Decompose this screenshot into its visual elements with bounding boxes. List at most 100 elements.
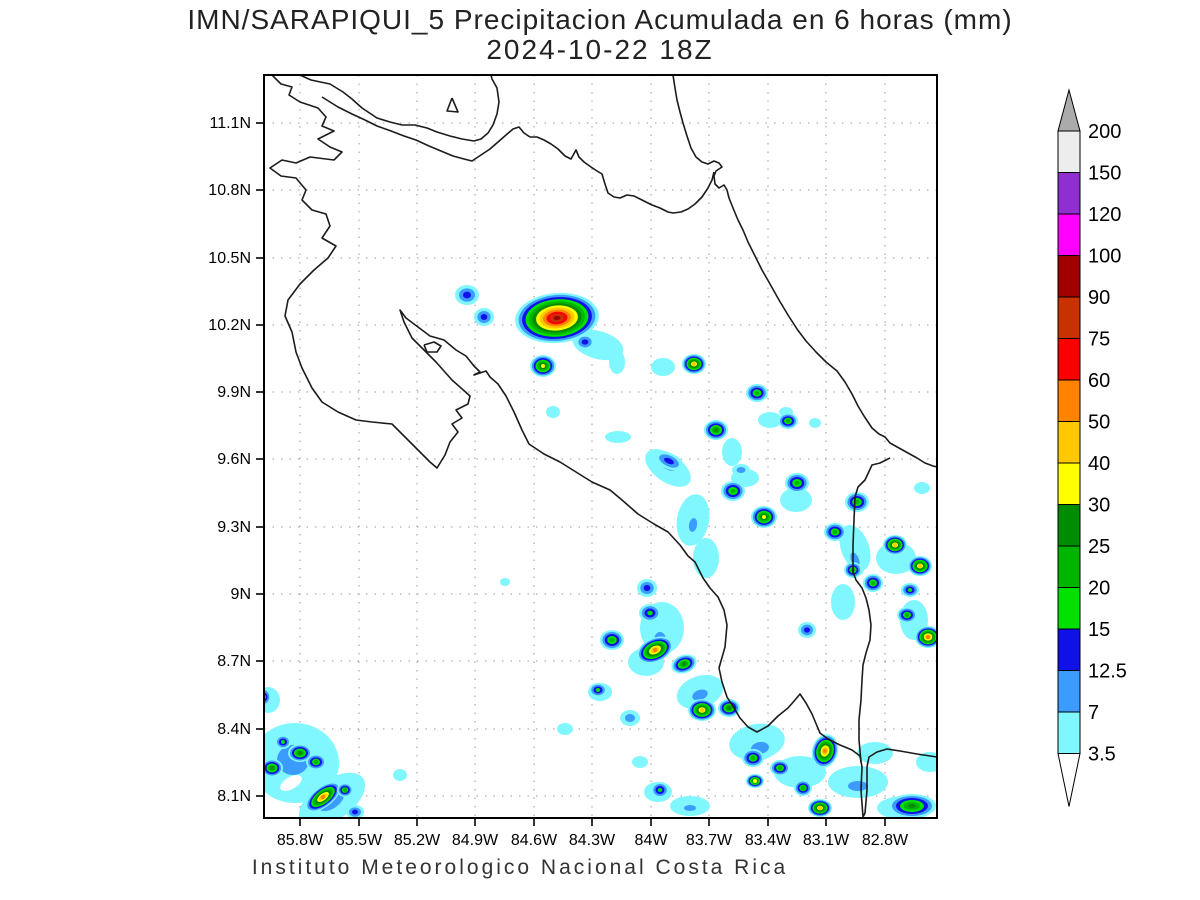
precip-blob [609,350,625,374]
colorbar-segment [1057,462,1081,505]
precip-blob [823,749,827,753]
precip-blob [595,688,601,692]
coastline-path [299,75,500,142]
precip-blob [692,689,708,701]
precip-blob [727,706,731,710]
colorbar-tick-label: 75 [1088,329,1110,351]
precip-blob [918,564,922,568]
lon-tick-label: 85.8W [277,832,324,849]
colorbar-tick-label: 50 [1088,412,1110,434]
precip-blob [778,766,782,770]
colorbar: 200 150 120 100 90 75 60 50 40 30 25 20 15 12.5 7 3.5 [1057,88,1127,807]
precip-blob [871,581,875,585]
precip-blob [722,438,742,466]
lon-tick-label: 83.1W [803,832,850,849]
precip-blob [926,635,930,639]
map-frame [263,74,938,819]
precip-blob [804,627,810,633]
colorbar-segment [1057,711,1081,754]
lon-tick-label: 84.6W [511,832,558,849]
precip-blob [786,419,790,423]
precip-blob [801,786,805,790]
precip-blob [541,364,545,368]
precip-blob [831,584,855,620]
precip-blob [647,610,653,616]
precip-blob [762,515,766,519]
precip-blob [320,794,326,800]
precip-blob [553,315,561,321]
precip-blob [914,482,930,494]
lon-tick-label: 84.3W [569,832,616,849]
coastline-path [423,341,442,353]
precip-blob [907,588,913,592]
precip-blob [393,769,407,781]
page-title: IMN/SARAPIQUI_5 Precipitacion Acumulada … [187,4,1013,35]
lon-tick-label: 84W [635,832,669,849]
lat-tick-label: 10.8N [208,182,251,199]
colorbar-segment [1057,213,1081,256]
precip-blob [700,708,704,712]
coastline-path [446,97,459,113]
precip-blob [736,467,746,473]
precip-blob [352,809,358,815]
colorbar-tick-label: 12.5 [1088,661,1127,683]
precip-blob [908,804,916,808]
precip-blob [657,788,663,792]
precip-blob [480,314,488,320]
graticule [264,75,937,818]
lat-tick-label: 11.1N [209,115,251,132]
precip-blob [314,760,318,764]
lat-tick-label: 8.7N [217,653,251,670]
precip-blob [463,291,471,299]
precip-blob [546,406,560,418]
lat-tick-label: 9.6N [217,451,251,468]
precip-blob [754,391,760,395]
precip-blob [693,538,719,578]
coastline-path [269,75,937,818]
lat-tick-label: 10.2N [208,317,251,334]
colorbar-segment [1057,421,1081,464]
precip-blob [753,779,757,783]
colorbar-segment [1057,296,1081,339]
precip-blob [893,543,897,547]
precip-blob [905,613,909,617]
precip-blob [581,339,589,345]
lon-tick-label: 85.5W [336,832,383,849]
colorbar-tick-label: 7 [1088,702,1099,724]
colorbar-arrow-bottom [1057,753,1081,807]
precip-blob [643,585,651,591]
colorbar-tick-label: 90 [1088,287,1110,309]
precip-blob [780,488,812,512]
colorbar-segment [1057,545,1081,588]
colorbar-tick-label: 200 [1088,121,1121,143]
precip-blob [758,412,782,428]
precip-blob [557,723,573,735]
colorbar-tick-label: 100 [1088,246,1121,268]
precip-blob [270,766,274,770]
valid-time-subtitle: 2024-10-22 18Z [486,34,714,65]
precip-field [264,285,937,818]
precip-blob [652,647,658,653]
axis-labels: 11.1N 10.8N 10.5N 10.2N 9.9N 9.6N 9.3N 9N 8.7N 8.… [208,115,909,849]
precip-blob [632,756,648,768]
colorbar-segment [1057,628,1081,671]
colorbar-arrow-top [1057,88,1081,132]
precip-blob [500,578,510,586]
colorbar-tick-label: 30 [1088,495,1110,517]
lat-tick-label: 9N [231,586,251,603]
colorbar-tick-label: 3.5 [1088,744,1116,766]
colorbar-segment [1057,379,1081,422]
coastlines [269,75,937,818]
precip-blob [605,431,631,443]
coastline-path [672,75,937,468]
precip-blob [848,781,868,791]
precip-blob [281,740,285,744]
axis-ticks [256,122,886,826]
colorbar-segment [1057,130,1081,173]
colorbar-segment [1057,172,1081,215]
precip-blob [343,788,347,792]
precip-blob [832,530,838,534]
colorbar-segment [1057,338,1081,381]
